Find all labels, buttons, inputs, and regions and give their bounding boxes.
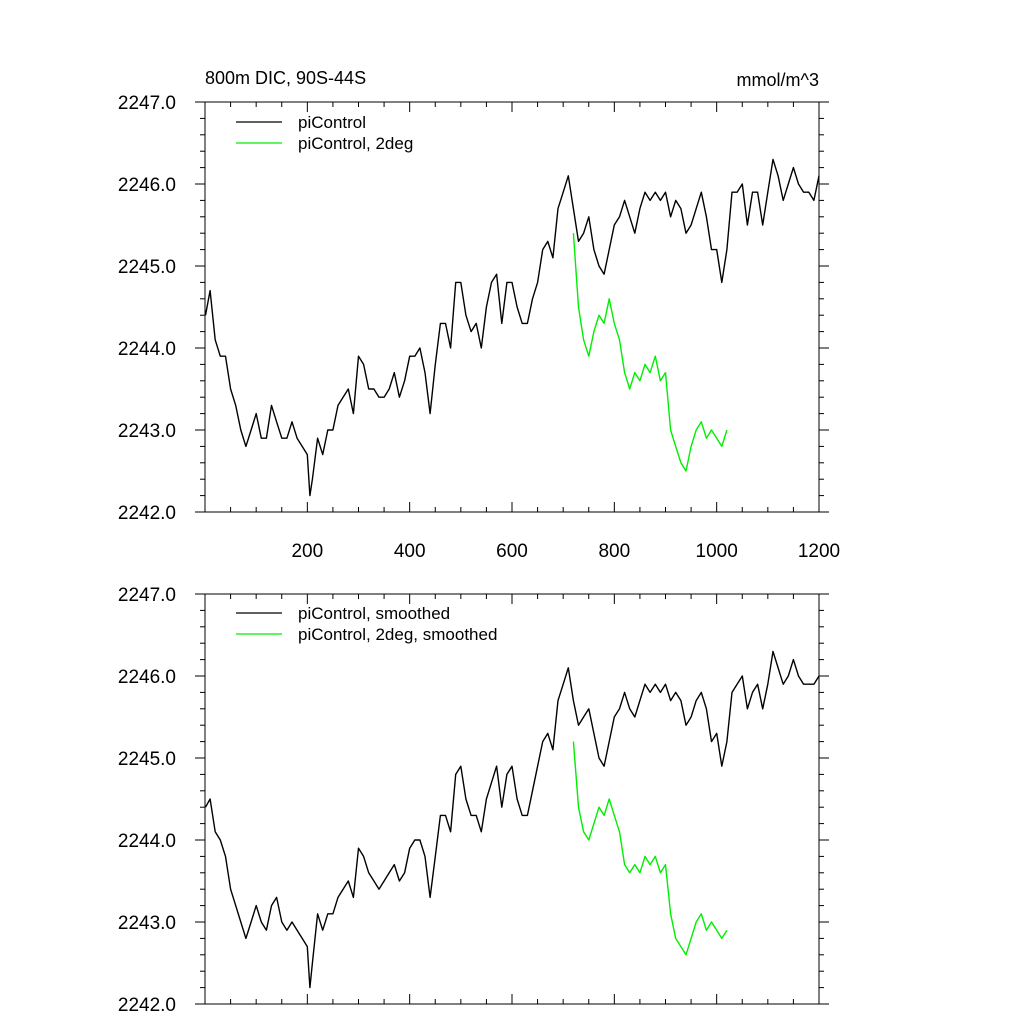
bottom-series-lines — [204, 650, 820, 989]
legend-label-picontrol: piControl — [298, 113, 366, 132]
x-tick-label: 200 — [291, 541, 323, 562]
y-tick-label: 2244.0 — [118, 831, 176, 852]
y-tick-label: 2242.0 — [118, 995, 176, 1016]
y-tick-label: 2245.0 — [118, 257, 176, 278]
top-chart: 800m DIC, 90S-44S mmol/m^3 2242.02243.02… — [118, 68, 840, 562]
series-line-picontrol — [204, 650, 820, 989]
top-legend: piControl piControl, 2deg — [236, 113, 413, 153]
series-line-picontrol — [204, 158, 820, 497]
bottom-axis-ticks — [195, 593, 829, 1005]
x-tick-label: 400 — [394, 541, 426, 562]
y-tick-label: 2246.0 — [118, 175, 176, 196]
top-plot-frame — [204, 101, 820, 513]
x-tick-label: 1200 — [798, 541, 840, 562]
series-line-picontrol-2deg — [572, 233, 728, 472]
bottom-chart: 2242.0 2243.0 2244.0 2245.0 2246.0 2247.0 piC… — [118, 585, 829, 1016]
top-series-lines — [204, 158, 820, 497]
bottom-plot-frame — [204, 593, 820, 1005]
top-axis-ticks — [195, 101, 829, 513]
legend-label-picontrol-2deg-smoothed: piControl, 2deg, smoothed — [298, 625, 497, 644]
y-tick-label: 2243.0 — [118, 913, 176, 934]
series-line-picontrol-2deg — [572, 741, 728, 956]
bottom-y-tick-labels: 2242.0 2243.0 2244.0 2245.0 2246.0 2247.0 — [118, 585, 176, 1016]
chart-title: 800m DIC, 90S-44S — [205, 68, 366, 88]
units-label: mmol/m^3 — [737, 70, 819, 90]
y-tick-label: 2243.0 — [118, 421, 176, 442]
y-tick-label: 2244.0 — [118, 339, 176, 360]
y-tick-label: 2247.0 — [118, 585, 176, 606]
top-x-tick-labels: 200 400 600 800 1000 1200 — [291, 541, 840, 562]
legend-label-picontrol-smoothed: piControl, smoothed — [298, 604, 450, 623]
y-tick-label: 2246.0 — [118, 667, 176, 688]
y-tick-label: 2247.0 — [118, 93, 176, 114]
legend-label-picontrol-2deg: piControl, 2deg — [298, 134, 413, 153]
x-tick-label: 800 — [598, 541, 630, 562]
bottom-legend: piControl, smoothed piControl, 2deg, smo… — [236, 604, 497, 644]
y-tick-label: 2242.0 — [118, 503, 176, 524]
x-tick-label: 1000 — [696, 541, 738, 562]
x-tick-label: 600 — [496, 541, 528, 562]
top-y-tick-labels: 2242.0 2243.0 2244.0 2245.0 2246.0 2247.0 — [118, 93, 176, 524]
y-tick-label: 2245.0 — [118, 749, 176, 770]
